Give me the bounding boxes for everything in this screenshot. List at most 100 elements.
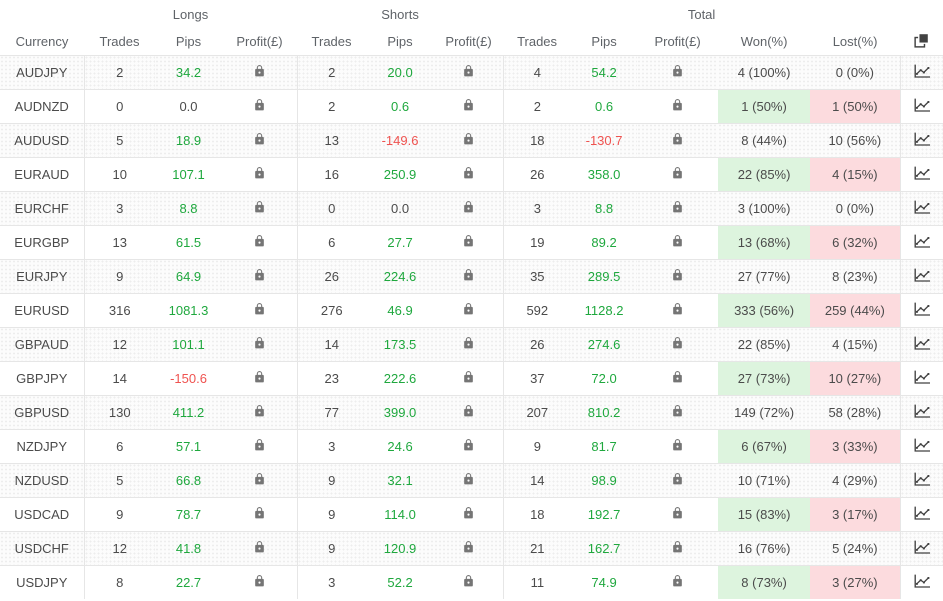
chart-icon[interactable] xyxy=(913,233,931,249)
currency-cell: NZDJPY xyxy=(0,428,84,463)
total-trades-cell: 18 xyxy=(502,122,572,157)
chart-icon[interactable] xyxy=(913,403,931,419)
chart-icon[interactable] xyxy=(913,471,931,487)
total-trades-cell: 18 xyxy=(502,496,572,531)
currency-cell: USDJPY xyxy=(0,564,84,599)
shorts-trades-cell: 9 xyxy=(296,462,367,497)
total-pips-cell: 98.9 xyxy=(571,462,638,497)
lock-icon xyxy=(671,506,684,520)
table-row: GBPUSD 130 411.2 77 399.0 207 810.2 149 (72%) 58… xyxy=(0,394,943,429)
won-cell: 1 (50%) xyxy=(718,88,811,123)
lock-icon xyxy=(253,438,266,452)
longs-trades-cell: 9 xyxy=(83,258,155,293)
total-profit-cell xyxy=(637,428,719,463)
shorts-pips-cell: 224.6 xyxy=(366,258,435,293)
chart-icon[interactable] xyxy=(913,505,931,521)
total-profit-cell xyxy=(637,224,719,259)
lost-cell: 0 (0%) xyxy=(810,190,901,225)
longs-profit-cell xyxy=(222,156,298,191)
shorts-trades-cell: 276 xyxy=(296,292,367,327)
longs-pips-cell: 78.7 xyxy=(155,496,222,531)
shorts-pips-cell: 52.2 xyxy=(366,564,435,599)
total-profit-cell xyxy=(637,122,719,157)
total-trades-cell: 19 xyxy=(502,224,572,259)
chart-icon[interactable] xyxy=(913,573,931,589)
lock-icon xyxy=(671,302,684,316)
group-longs: Longs xyxy=(172,7,209,22)
longs-profit-cell xyxy=(222,326,298,361)
longs-profit-cell xyxy=(222,88,298,123)
lock-icon xyxy=(253,370,266,384)
group-total: Total xyxy=(687,7,716,22)
shorts-pips-cell: 0.0 xyxy=(366,190,435,225)
table-row: EURCHF 3 8.8 0 0.0 3 8.8 3 (100%) 0 (0%) xyxy=(0,190,943,225)
won-cell: 27 (77%) xyxy=(718,258,811,293)
total-pips-cell: 274.6 xyxy=(571,326,638,361)
chart-icon[interactable] xyxy=(913,301,931,317)
total-pips-cell: -130.7 xyxy=(571,122,638,157)
chart-cell xyxy=(899,122,943,157)
shorts-trades-cell: 16 xyxy=(296,156,367,191)
copy-icon[interactable] xyxy=(913,32,930,49)
chart-icon[interactable] xyxy=(913,63,931,79)
shorts-profit-cell xyxy=(434,496,504,531)
longs-pips-cell: 66.8 xyxy=(155,462,222,497)
longs-trades-cell: 316 xyxy=(83,292,155,327)
total-pips-cell: 289.5 xyxy=(571,258,638,293)
shorts-pips-cell: 32.1 xyxy=(366,462,435,497)
chart-icon[interactable] xyxy=(913,97,931,113)
total-profit-cell xyxy=(637,54,719,89)
chart-cell xyxy=(899,292,943,327)
currency-cell: EURAUD xyxy=(0,156,84,191)
shorts-profit-cell xyxy=(434,258,504,293)
total-pips-cell: 162.7 xyxy=(571,530,638,565)
col-longs-profit: Profit(£) xyxy=(236,34,283,50)
total-profit-cell xyxy=(637,326,719,361)
longs-profit-cell xyxy=(222,564,298,599)
shorts-profit-cell xyxy=(434,224,504,259)
shorts-trades-cell: 2 xyxy=(296,54,367,89)
header-spacer xyxy=(900,0,943,29)
longs-profit-cell xyxy=(222,428,298,463)
longs-trades-cell: 12 xyxy=(83,530,155,565)
col-total-profit: Profit(£) xyxy=(654,34,701,50)
shorts-profit-cell xyxy=(434,462,504,497)
chart-icon[interactable] xyxy=(913,369,931,385)
shorts-trades-cell: 6 xyxy=(296,224,367,259)
table-row: USDCAD 9 78.7 9 114.0 18 192.7 15 (83%) 3 (17%) xyxy=(0,496,943,531)
lock-icon xyxy=(462,404,475,418)
total-pips-cell: 1128.2 xyxy=(571,292,638,327)
total-pips-cell: 192.7 xyxy=(571,496,638,531)
shorts-trades-cell: 3 xyxy=(296,428,367,463)
chart-icon[interactable] xyxy=(913,539,931,555)
total-profit-cell xyxy=(637,292,719,327)
table-row: USDCHF 12 41.8 9 120.9 21 162.7 16 (76%) 5 (24%) xyxy=(0,530,943,565)
shorts-pips-cell: -149.6 xyxy=(366,122,435,157)
currency-cell: EURCHF xyxy=(0,190,84,225)
lock-icon xyxy=(462,200,475,214)
longs-trades-cell: 9 xyxy=(83,496,155,531)
lock-icon xyxy=(671,438,684,452)
chart-icon[interactable] xyxy=(913,267,931,283)
chart-icon[interactable] xyxy=(913,131,931,147)
chart-icon[interactable] xyxy=(913,199,931,215)
shorts-trades-cell: 23 xyxy=(296,360,367,395)
col-longs-trades: Trades xyxy=(99,34,140,50)
won-cell: 16 (76%) xyxy=(718,530,811,565)
lock-icon xyxy=(671,200,684,214)
lock-icon xyxy=(671,574,684,588)
won-cell: 13 (68%) xyxy=(718,224,811,259)
table-row: EURJPY 9 64.9 26 224.6 35 289.5 27 (77%) 8 (23%) xyxy=(0,258,943,293)
chart-icon[interactable] xyxy=(913,335,931,351)
longs-profit-cell xyxy=(222,224,298,259)
total-profit-cell xyxy=(637,462,719,497)
won-cell: 6 (67%) xyxy=(718,428,811,463)
shorts-pips-cell: 0.6 xyxy=(366,88,435,123)
total-profit-cell xyxy=(637,360,719,395)
header-columns-row: Currency Trades Pips Profit(£) Trades Pi… xyxy=(0,29,943,55)
longs-pips-cell: 8.8 xyxy=(155,190,222,225)
currency-cell: USDCAD xyxy=(0,496,84,531)
chart-icon[interactable] xyxy=(913,437,931,453)
lost-cell: 0 (0%) xyxy=(810,54,901,89)
chart-icon[interactable] xyxy=(913,165,931,181)
